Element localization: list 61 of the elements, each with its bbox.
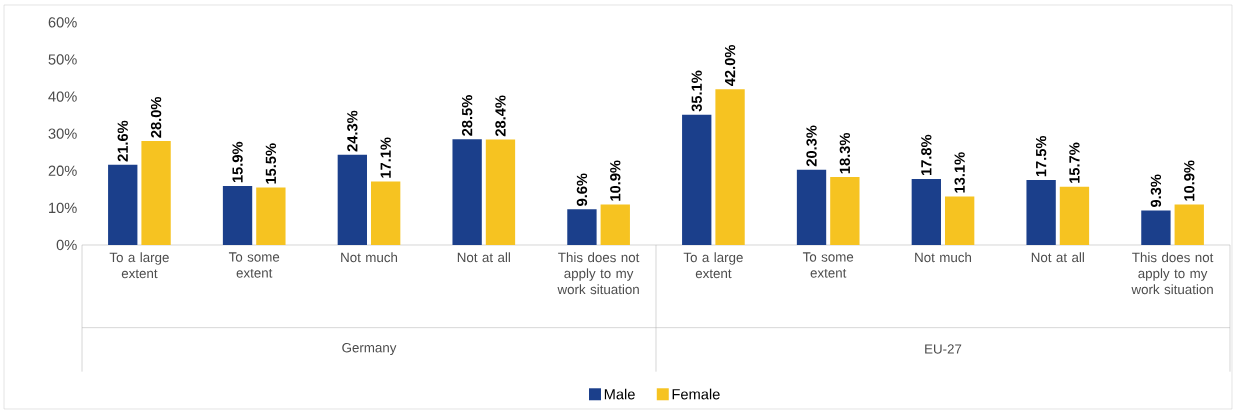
data-label: 35.1%: [691, 70, 702, 112]
data-label: 9.6%: [576, 173, 588, 206]
bar: [1026, 180, 1056, 245]
y-tick-label: 40%: [48, 91, 77, 102]
bar: [944, 196, 975, 245]
data-label: 10.9%: [610, 160, 621, 201]
bar: [141, 141, 171, 245]
data-label: 15.7%: [1069, 142, 1080, 183]
data-label: 18.3%: [839, 132, 851, 174]
bar: [108, 164, 138, 245]
bar: [452, 139, 482, 245]
y-tick-label: 20%: [48, 165, 77, 176]
text: Germany: [342, 342, 397, 356]
bar: [682, 114, 712, 245]
data-label: 9.3%: [1150, 174, 1162, 208]
bar: [337, 154, 368, 245]
bar: [1059, 186, 1090, 245]
bar: [256, 187, 286, 245]
y-tick-label: 10%: [49, 202, 77, 214]
y-tick-label: 0%: [56, 239, 77, 251]
y-tick-label: 60%: [48, 17, 77, 28]
data-label: 13.1%: [954, 152, 965, 193]
data-label: 17.8%: [921, 134, 932, 176]
x-tick-label: Not at all: [1031, 252, 1084, 263]
data-label: 28.5%: [461, 95, 473, 136]
x-tick-label: This does not apply to my work situation: [1131, 252, 1214, 295]
data-label: 15.5%: [265, 143, 277, 184]
text: EU-27: [925, 344, 962, 354]
x-tick-label: This does not apply to my work situation: [557, 252, 640, 295]
y-tick-label: 50%: [48, 54, 77, 65]
bar: [830, 177, 860, 245]
x-tick-label: Not much: [341, 252, 398, 263]
data-label: 28.0%: [150, 96, 162, 138]
x-tick-label: Not much: [915, 252, 972, 263]
x-tick-label: To a large extent: [109, 252, 169, 279]
bar: [600, 204, 630, 245]
data-label: 17.5%: [1035, 135, 1047, 177]
bar: [715, 89, 745, 245]
data-label: 42.0%: [724, 45, 736, 86]
data-label: 15.9%: [232, 141, 243, 183]
bar: [1174, 204, 1204, 245]
legend-label: Female: [672, 388, 720, 400]
bar: [911, 178, 941, 245]
data-label: 21.6%: [117, 120, 128, 162]
bar: [1141, 210, 1171, 245]
data-label: 17.1%: [380, 137, 391, 178]
legend-label: Male: [604, 388, 635, 400]
data-label: 20.3%: [806, 125, 817, 167]
x-tick-label: To some extent: [802, 252, 854, 278]
data-label: 10.9%: [1184, 160, 1195, 201]
x-tick-label: To some extent: [228, 252, 280, 278]
x-tick-label: Not at all: [457, 252, 510, 263]
x-tick-label: To a large extent: [683, 252, 743, 279]
bar: [485, 139, 516, 245]
y-tick-label: 30%: [48, 128, 77, 139]
bar: [567, 209, 597, 245]
bar: [222, 185, 253, 245]
bar: [796, 169, 827, 245]
data-label: 24.3%: [347, 110, 358, 152]
data-label: 28.4%: [495, 95, 506, 137]
bar: [371, 181, 401, 245]
